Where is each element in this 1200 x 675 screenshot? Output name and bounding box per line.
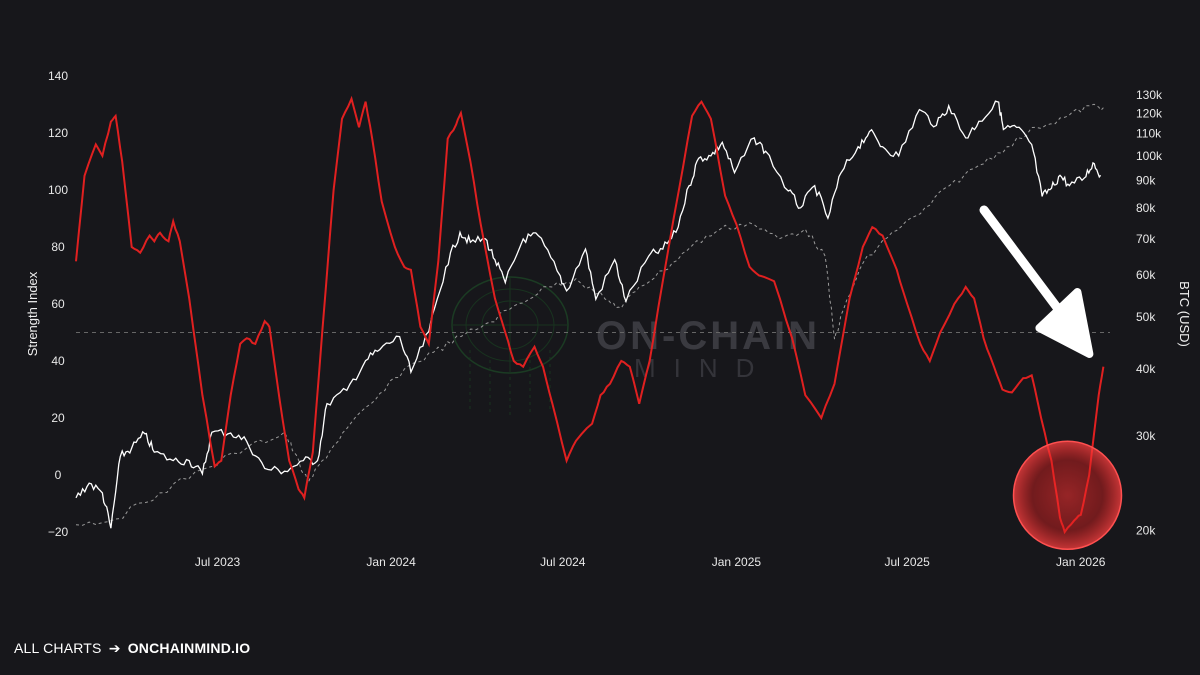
strength-index-line xyxy=(75,95,1105,535)
x-tick-label: Jul 2024 xyxy=(540,555,586,569)
watermark-subtitle: MIND xyxy=(634,353,772,383)
left-tick-label: 20 xyxy=(51,411,65,425)
right-tick-label: 30k xyxy=(1136,429,1156,443)
x-axis-ticks: Jul 2023 Jan 2024 Jul 2024 Jan 2025 Jul 2025… xyxy=(195,555,1106,569)
x-tick-label: Jan 2026 xyxy=(1056,555,1106,569)
x-tick-label: Jul 2025 xyxy=(884,555,930,569)
right-axis-ticks: 20k 30k 40k 50k 60k 70k 80k 90k 100k 110k 120k 130k xyxy=(1136,88,1163,538)
right-tick-label: 100k xyxy=(1136,149,1163,163)
watermark-title: ON-CHAIN xyxy=(596,314,820,358)
right-tick-label: 50k xyxy=(1136,310,1156,324)
right-tick-label: 90k xyxy=(1136,173,1156,187)
left-tick-label: 0 xyxy=(55,468,62,482)
left-tick-label: 60 xyxy=(51,297,65,311)
x-tick-label: Jan 2025 xyxy=(712,555,762,569)
btc-price-line xyxy=(75,100,1102,529)
right-tick-label: 20k xyxy=(1136,523,1156,537)
left-tick-label: 40 xyxy=(51,354,65,368)
arrow-annotation-icon xyxy=(979,205,1094,358)
left-tick-label: 80 xyxy=(51,240,65,254)
right-tick-label: 70k xyxy=(1136,232,1156,246)
x-tick-label: Jul 2023 xyxy=(195,555,241,569)
left-tick-label: 120 xyxy=(48,126,68,140)
right-tick-label: 120k xyxy=(1136,106,1163,120)
highlight-circle xyxy=(1012,440,1123,551)
right-tick-label: 110k xyxy=(1136,127,1162,141)
right-axis-title: BTC (USD) xyxy=(1177,281,1192,347)
footer-prefix: ALL CHARTS xyxy=(14,640,102,656)
left-tick-label: 100 xyxy=(48,183,68,197)
x-tick-label: Jan 2024 xyxy=(366,555,416,569)
brain-logo-icon xyxy=(451,276,569,415)
right-tick-label: 130k xyxy=(1136,88,1163,102)
left-tick-label: −20 xyxy=(48,525,69,539)
right-tick-label: 60k xyxy=(1136,268,1156,282)
left-axis-ticks: −20 0 20 40 60 80 100 120 140 xyxy=(48,69,69,539)
footer-arrow-icon: ➔ xyxy=(108,640,121,656)
footer-site: ONCHAINMIND.IO xyxy=(127,640,251,656)
left-axis-title: Strength Index xyxy=(25,271,40,356)
footer-link[interactable]: ALL CHARTS ➔ ONCHAINMIND.IO xyxy=(14,640,250,657)
left-tick-label: 140 xyxy=(48,69,68,83)
right-tick-label: 80k xyxy=(1136,201,1156,215)
btc-trend-dashed-line xyxy=(75,103,1104,526)
watermark: ON-CHAIN MIND xyxy=(451,276,820,415)
right-tick-label: 40k xyxy=(1136,362,1156,376)
